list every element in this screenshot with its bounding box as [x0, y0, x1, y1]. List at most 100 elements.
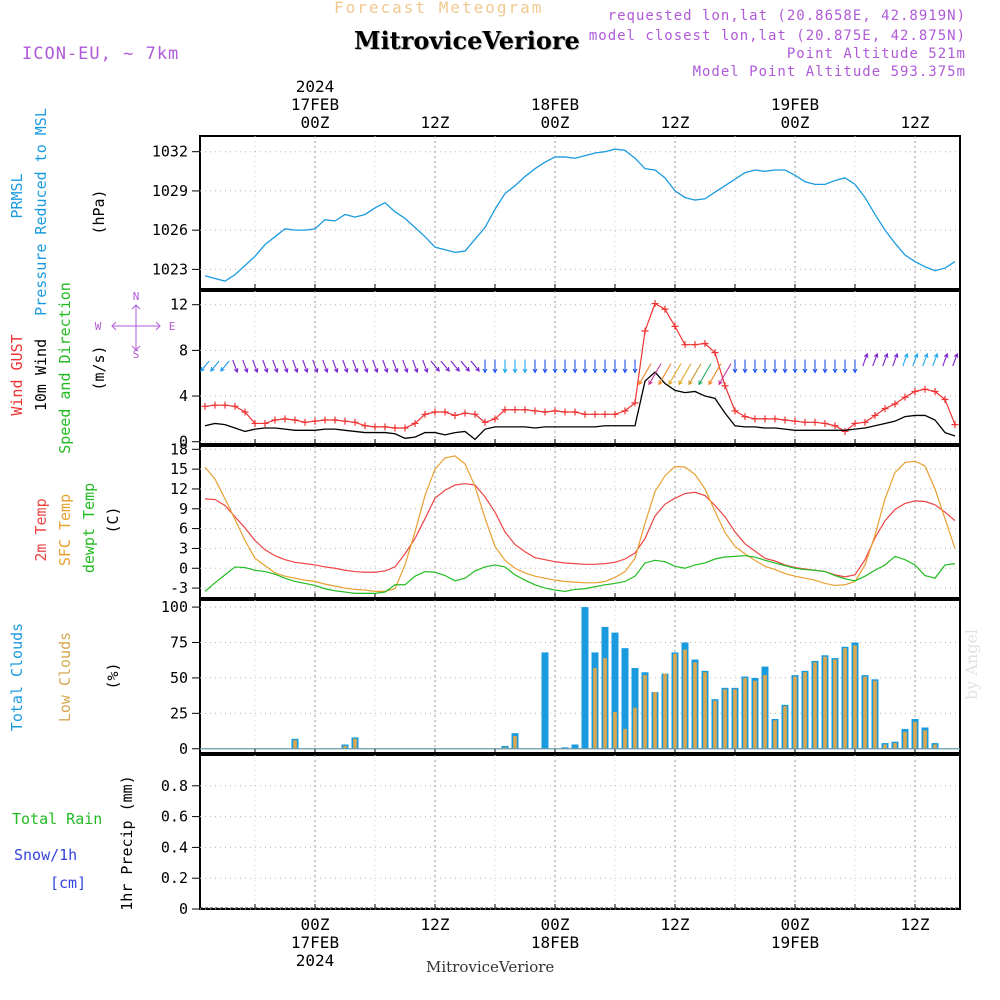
chart-supertitle: Forecast Meteogram	[334, 0, 544, 17]
compass-n: N	[133, 290, 140, 303]
time-label-top: 12Z	[661, 113, 690, 132]
gust-marker	[271, 416, 279, 424]
rain-legend: Total Rain	[12, 810, 102, 828]
panel-frame	[199, 290, 961, 445]
wind-direction-arrow	[292, 359, 299, 374]
gust-marker	[591, 410, 599, 418]
gust-marker	[481, 418, 489, 426]
wind-direction-arrow	[200, 360, 210, 372]
low-cloud-bar	[743, 677, 747, 749]
gust-marker	[331, 416, 339, 424]
compass-arrows-icon	[111, 304, 161, 351]
time-label-bottom: 00Z	[781, 915, 810, 934]
gust-marker	[451, 411, 459, 419]
low-cloud-bar	[293, 740, 297, 749]
precip-axis-label: 1hr Precip (mm)	[118, 775, 136, 910]
wind-direction-arrow	[412, 359, 419, 374]
temp2m-label: 2m Temp	[32, 498, 50, 561]
gust-marker	[701, 340, 709, 348]
wind-direction-arrow	[482, 359, 488, 374]
compass-w: W	[95, 320, 102, 333]
closest-coords: model closest lon,lat (20.875E, 42.875N)	[588, 28, 966, 44]
panel-frame	[199, 599, 961, 754]
gust-marker	[491, 415, 499, 423]
temp-sfc-line	[204, 455, 956, 592]
y-tick-label-precip: 0.4	[161, 838, 188, 856]
wind-direction-arrow	[902, 352, 909, 367]
wind-direction-arrow	[952, 352, 959, 367]
low-cloud-bar	[763, 675, 767, 749]
sfc-temp-label: SFC Temp	[56, 494, 74, 566]
wind-direction-arrow	[852, 359, 858, 374]
gust-label: Wind GUST	[8, 334, 26, 415]
wind-direction-arrow	[932, 352, 939, 367]
wind-direction-arrow	[430, 360, 440, 372]
wind-direction-arrow	[762, 359, 768, 374]
low-cloud-bar	[823, 656, 827, 749]
wind-direction-arrow	[470, 360, 480, 372]
speed-direction-label: Speed and Direction	[56, 282, 74, 454]
wind-direction-arrow	[342, 359, 349, 374]
requested-coords: requested lon,lat (20.8658E, 42.8919N)	[607, 8, 966, 24]
gust-marker	[341, 417, 349, 425]
wind-direction-arrow	[622, 359, 628, 374]
low-cloud-bar	[603, 658, 607, 749]
gust-marker	[501, 406, 509, 414]
wind-line	[204, 371, 956, 441]
low-cloud-bar	[933, 744, 937, 749]
total-cloud-bar	[611, 632, 619, 749]
wind-direction-arrow	[792, 359, 798, 374]
wind-direction-arrow	[742, 359, 748, 374]
low-cloud-bar	[913, 721, 917, 749]
gust-marker	[641, 327, 649, 335]
y-tick-label-temp: 0	[179, 559, 188, 577]
gust-marker	[471, 410, 479, 418]
gust-marker	[921, 385, 929, 393]
low-cloud-bar	[683, 649, 687, 749]
wind-direction-arrow	[872, 352, 879, 367]
low-cloud-bar	[693, 662, 697, 749]
wind-direction-arrow	[638, 363, 652, 386]
wind-direction-arrow	[402, 359, 409, 374]
gust-marker	[281, 415, 289, 423]
y-tick-label-clouds: 50	[170, 669, 188, 687]
gust-marker	[361, 422, 369, 430]
gust-marker	[731, 407, 739, 415]
low-cloud-bar	[793, 676, 797, 749]
wind-direction-arrow	[312, 359, 319, 374]
low-cloud-bar	[503, 747, 507, 749]
y-tick-label-clouds: 0	[179, 740, 188, 758]
model-label: ICON-EU, ~ 7km	[22, 44, 180, 64]
wind-direction-arrow	[782, 359, 788, 374]
wind-direction-arrow	[492, 359, 498, 374]
low-cloud-bar	[643, 675, 647, 749]
low-cloud-bar	[883, 744, 887, 749]
y-tick-label-wind: 4	[179, 387, 188, 405]
wind-direction-arrow	[802, 359, 808, 374]
wind-direction-arrow	[422, 359, 429, 374]
low-cloud-bar	[893, 743, 897, 749]
time-label-bottom: 18FEB	[531, 933, 579, 952]
prmsl-label: PRMSL	[8, 173, 26, 218]
low-cloud-bar	[593, 668, 597, 749]
panel-precip: 0 0.2 0.4 0.6 0.8	[161, 754, 961, 918]
y-tick-label-temp: 18	[170, 440, 188, 458]
wind-direction-arrow	[392, 359, 399, 374]
point-altitude: Point Altitude 521m	[786, 46, 966, 62]
gust-marker	[751, 415, 759, 423]
low-cloud-bar	[353, 738, 357, 749]
gust-marker	[301, 418, 309, 426]
time-label-bottom: 2024	[296, 951, 335, 970]
wind-direction-arrow	[552, 359, 558, 374]
wind-direction-arrow	[232, 359, 239, 374]
low-cloud-bar	[633, 707, 637, 749]
pressure-unit-label: (hPa)	[90, 189, 108, 234]
y-tick-label-temp: -3	[170, 579, 188, 597]
wind-direction-arrow	[922, 352, 929, 367]
low-cloud-bar	[733, 689, 737, 749]
wind-direction-arrow	[322, 359, 329, 374]
wind-direction-arrow	[892, 352, 899, 367]
wind-direction-arrow	[252, 359, 259, 374]
time-label-top: 00Z	[301, 113, 330, 132]
